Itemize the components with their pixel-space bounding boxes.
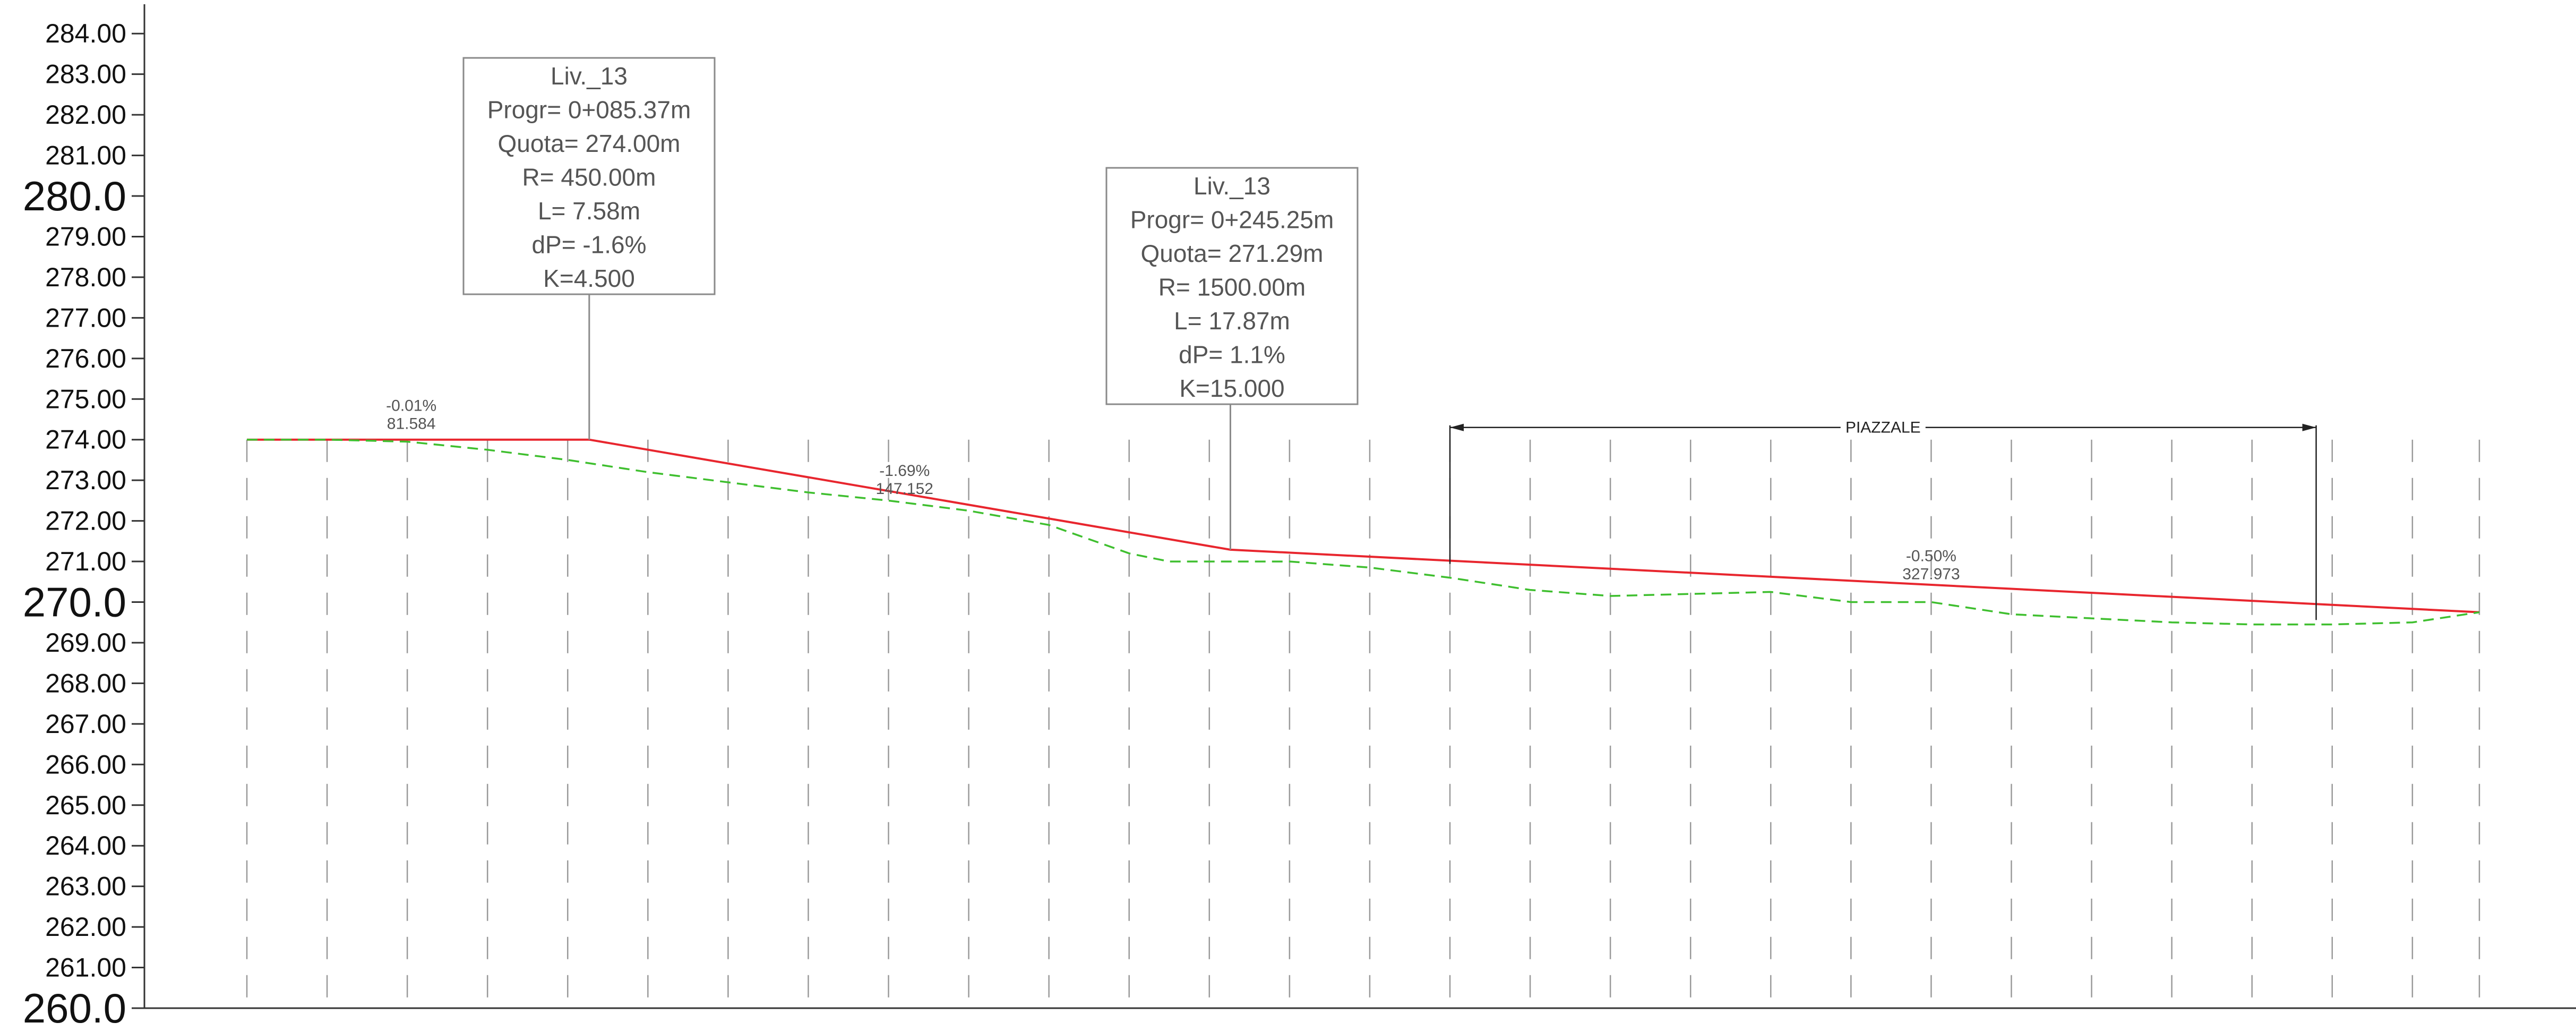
y-tick-label: 265.00 xyxy=(45,790,126,820)
info-box-line: L= 7.58m xyxy=(538,197,640,225)
design-profile-line xyxy=(247,438,2480,614)
info-box-line: Liv._13 xyxy=(1193,172,1270,200)
dimension-arrow-left xyxy=(1450,423,1464,431)
info-box-line: Progr= 0+085.37m xyxy=(487,96,691,123)
dimension-arrow-right xyxy=(2302,423,2316,431)
y-tick-label: 267.00 xyxy=(45,709,126,739)
y-tick-label: 263.00 xyxy=(45,872,126,901)
y-tick-label: 275.00 xyxy=(45,384,126,414)
y-tick-label: 269.00 xyxy=(45,628,126,658)
y-tick-label: 268.00 xyxy=(45,668,126,698)
station-lines xyxy=(246,439,2480,1008)
y-tick-label: 270.0 xyxy=(23,579,126,626)
vertical-curve-info-box: Liv._13 Progr= 0+085.37m Quota= 274.00m R= … xyxy=(462,57,716,440)
y-tick-label: 284.00 xyxy=(45,19,126,48)
y-tick-label: 260.0 xyxy=(23,985,126,1031)
y-tick-label: 274.00 xyxy=(45,425,126,455)
ground-profile-line xyxy=(247,438,2480,626)
info-box-frame xyxy=(1105,167,1359,405)
grade-slope-label: -0.50% xyxy=(1906,548,1956,565)
y-tick-label: 277.00 xyxy=(45,303,126,333)
y-tick-label: 272.00 xyxy=(45,506,126,536)
info-box-line: Liv._13 xyxy=(551,62,628,90)
y-tick-label: 273.00 xyxy=(45,465,126,495)
y-tick-label: 281.00 xyxy=(45,141,126,171)
info-box-line: R= 1500.00m xyxy=(1158,274,1306,301)
grade-slope-label: -1.69% xyxy=(879,462,930,480)
y-tick-label: 282.00 xyxy=(45,100,126,130)
y-tick-label: 264.00 xyxy=(45,831,126,860)
y-tick-label: 271.00 xyxy=(45,547,126,576)
info-box-line: Quota= 274.00m xyxy=(498,130,681,157)
grade-length-label: 81.584 xyxy=(387,415,436,433)
info-box-line: K=15.000 xyxy=(1179,374,1284,402)
y-tick-label: 280.0 xyxy=(23,173,126,219)
info-box-line: L= 17.87m xyxy=(1174,307,1290,335)
info-box-line: Progr= 0+245.25m xyxy=(1130,206,1334,233)
grade-length-label: 327.973 xyxy=(1902,566,1960,583)
piazzale-dimension: PIAZZALE xyxy=(1449,419,2317,620)
info-box-line: Quota= 271.29m xyxy=(1141,240,1324,267)
grade-length-label: 147.152 xyxy=(876,480,933,498)
y-tick-label: 266.00 xyxy=(45,749,126,779)
y-tick-label: 283.00 xyxy=(45,59,126,89)
grade-labels: -0.01%81.584 -1.69%147.152 -0.50%327.973 xyxy=(386,397,1960,583)
y-tick-label: 279.00 xyxy=(45,221,126,251)
info-box-line: K=4.500 xyxy=(543,265,635,292)
info-box-line: R= 450.00m xyxy=(522,164,656,191)
y-tick-label: 278.00 xyxy=(45,262,126,292)
dimension-label: PIAZZALE xyxy=(1845,419,1921,436)
y-tick-label: 276.00 xyxy=(45,344,126,373)
vertical-curve-info-box: Liv._13 Progr= 0+245.25m Quota= 271.29m R= … xyxy=(1105,167,1359,550)
info-box-line: dP= -1.6% xyxy=(531,231,646,259)
y-tick-label: 261.00 xyxy=(45,953,126,983)
dimension-label-bg xyxy=(1840,419,1926,436)
profile-series xyxy=(247,438,2480,626)
y-tick-label: 262.00 xyxy=(45,912,126,942)
grade-slope-label: -0.01% xyxy=(386,397,436,415)
info-box-line: dP= 1.1% xyxy=(1179,341,1285,369)
vertical-curve-boxes: Liv._13 Progr= 0+085.37m Quota= 274.00m R= … xyxy=(462,57,1359,550)
